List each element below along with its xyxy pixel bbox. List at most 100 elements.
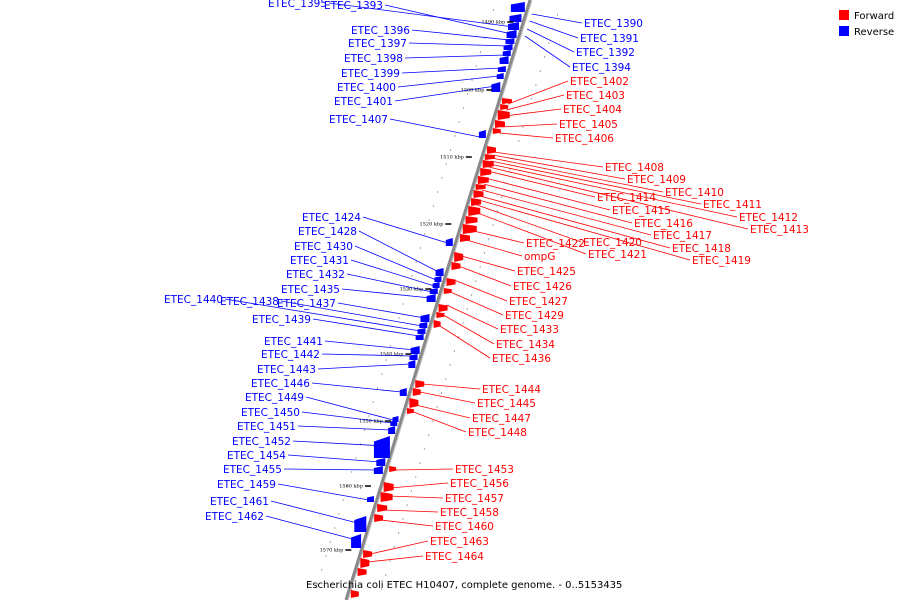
gene-label-forward[interactable]: ETEC_1422: [526, 238, 585, 250]
gene-label-reverse[interactable]: ETEC_1442: [261, 349, 320, 361]
gene-label-reverse[interactable]: ETEC_1401: [334, 96, 393, 108]
gene-label-forward[interactable]: ETEC_1464: [425, 551, 484, 563]
label-connector: [474, 211, 587, 255]
gene-label-reverse[interactable]: ETEC_1395: [268, 0, 327, 10]
gene-label-reverse[interactable]: ETEC_1430: [294, 241, 353, 253]
gene-label-forward[interactable]: ETEC_1458: [440, 507, 499, 519]
gene-label-reverse[interactable]: ETEC_1449: [245, 392, 304, 404]
gene-label-forward[interactable]: ETEC_1417: [653, 230, 712, 242]
gene-label-reverse[interactable]: ETEC_1393: [324, 0, 383, 12]
gene-label-forward[interactable]: ETEC_1404: [563, 104, 622, 116]
gene-label-reverse[interactable]: ETEC_1428: [298, 226, 357, 238]
gene-label-forward[interactable]: ETEC_1463: [430, 536, 489, 548]
kbp-marker-label: 1570 kbp: [320, 548, 344, 554]
gene-label-forward[interactable]: ETEC_1425: [517, 266, 576, 278]
gene-label-forward[interactable]: ETEC_1418: [672, 243, 731, 255]
gene-label-reverse[interactable]: ETEC_1462: [205, 511, 264, 523]
forward-gene-feature: [443, 288, 452, 294]
gene-label-forward[interactable]: ETEC_1412: [739, 212, 798, 224]
label-connectors: [224, 2, 749, 563]
gene-label-reverse[interactable]: ETEC_1399: [341, 68, 400, 80]
gene-label-forward[interactable]: ETEC_1427: [509, 296, 568, 308]
gene-label-reverse[interactable]: ETEC_1435: [281, 284, 340, 296]
gene-label-reverse[interactable]: ETEC_1437: [277, 298, 336, 310]
label-connector: [422, 383, 481, 390]
label-connector: [354, 245, 437, 281]
gene-label-forward[interactable]: ETEC_1453: [455, 464, 514, 476]
gene-label-forward[interactable]: ETEC_1444: [482, 384, 541, 396]
gene-label-reverse[interactable]: ETEC_1431: [290, 255, 349, 267]
gene-label-forward[interactable]: ETEC_1434: [496, 339, 555, 351]
label-connector: [408, 42, 508, 47]
gene-label-forward[interactable]: ETEC_1416: [634, 218, 693, 230]
gene-label-forward[interactable]: ETEC_1403: [566, 90, 625, 102]
reverse-gene-feature: [509, 14, 522, 22]
label-connector: [394, 85, 496, 102]
legend: Forward Reverse: [839, 10, 894, 38]
gene-label-reverse[interactable]: ETEC_1441: [264, 336, 323, 348]
gene-label-reverse[interactable]: ETEC_1397: [348, 38, 407, 50]
gene-label-reverse[interactable]: ETEC_1440: [164, 294, 223, 306]
gene-label-forward[interactable]: ETEC_1429: [505, 310, 564, 322]
gene-label-reverse[interactable]: ETEC_1459: [217, 479, 276, 491]
legend-reverse-label: Reverse: [854, 27, 894, 38]
label-connector: [487, 170, 596, 198]
gene-label-forward[interactable]: ETEC_1420: [583, 237, 642, 249]
gene-label-reverse[interactable]: ETEC_1439: [252, 314, 311, 326]
gene-label-reverse[interactable]: ETEC_1394: [572, 62, 631, 74]
gene-label-reverse[interactable]: ETEC_1461: [210, 496, 269, 508]
gene-label-forward[interactable]: ETEC_1402: [570, 76, 629, 88]
gene-label-forward[interactable]: ETEC_1415: [612, 205, 671, 217]
gene-label-reverse[interactable]: ETEC_1392: [576, 47, 635, 59]
gene-label-forward[interactable]: ETEC_1406: [555, 133, 614, 145]
gene-label-forward[interactable]: ETEC_1457: [445, 493, 504, 505]
gene-label-forward[interactable]: ETEC_1433: [500, 324, 559, 336]
label-connector: [529, 20, 579, 39]
genome-axis-shadow: [347, 0, 533, 600]
gene-label-reverse[interactable]: ETEC_1450: [241, 407, 300, 419]
gene-label-reverse[interactable]: ETEC_1424: [302, 212, 361, 224]
gene-label-forward[interactable]: ETEC_1421: [588, 249, 647, 261]
gene-label-reverse[interactable]: ETEC_1396: [351, 25, 410, 37]
gene-label-forward[interactable]: ETEC_1405: [559, 119, 618, 131]
gene-label-forward[interactable]: ETEC_1408: [605, 162, 664, 174]
reverse-gene-feature: [429, 288, 438, 294]
reverse-gene-feature: [388, 426, 396, 434]
forward-gene-feature: [462, 224, 477, 234]
gene-label-reverse[interactable]: ETEC_1407: [329, 114, 388, 126]
gene-label-reverse[interactable]: ETEC_1455: [223, 464, 282, 476]
label-connector: [383, 509, 439, 513]
gene-label-reverse[interactable]: ETEC_1398: [344, 53, 403, 65]
gene-label-reverse[interactable]: ETEC_1451: [237, 421, 296, 433]
gene-label-reverse[interactable]: ETEC_1432: [286, 269, 345, 281]
gene-label-forward[interactable]: ETEC_1414: [597, 192, 656, 204]
reverse-gene-feature: [415, 334, 424, 340]
gene-label-forward[interactable]: ompG: [524, 251, 555, 263]
gene-label-reverse[interactable]: ETEC_1390: [584, 18, 643, 30]
gene-label-forward[interactable]: ETEC_1426: [513, 281, 572, 293]
gene-label-forward[interactable]: ETEC_1410: [665, 187, 724, 199]
forward-gene-feature: [409, 398, 419, 408]
gene-label-reverse[interactable]: ETEC_1452: [232, 436, 291, 448]
label-connector: [501, 123, 558, 128]
gene-label-forward[interactable]: ETEC_1447: [472, 413, 531, 425]
gene-label-forward[interactable]: ETEC_1413: [750, 224, 809, 236]
gene-label-reverse[interactable]: ETEC_1391: [580, 33, 639, 45]
gene-label-forward[interactable]: ETEC_1460: [435, 521, 494, 533]
label-connector: [461, 255, 516, 272]
gene-label-forward[interactable]: ETEC_1448: [468, 427, 527, 439]
gene-label-forward[interactable]: ETEC_1445: [477, 398, 536, 410]
gene-label-forward[interactable]: ETEC_1456: [450, 478, 509, 490]
label-connector: [370, 540, 429, 555]
gene-label-forward[interactable]: ETEC_1419: [692, 255, 751, 267]
gene-label-reverse[interactable]: ETEC_1438: [220, 296, 279, 308]
gene-label-forward[interactable]: ETEC_1411: [703, 199, 762, 211]
gene-label-reverse[interactable]: ETEC_1454: [227, 450, 286, 462]
gene-label-reverse[interactable]: ETEC_1443: [257, 364, 316, 376]
forward-gene-feature: [477, 176, 489, 184]
gene-label-reverse[interactable]: ETEC_1446: [251, 378, 310, 390]
label-connector: [489, 163, 738, 218]
gene-label-reverse[interactable]: ETEC_1400: [337, 82, 396, 94]
gene-label-forward[interactable]: ETEC_1409: [627, 174, 686, 186]
gene-label-forward[interactable]: ETEC_1436: [492, 353, 551, 365]
